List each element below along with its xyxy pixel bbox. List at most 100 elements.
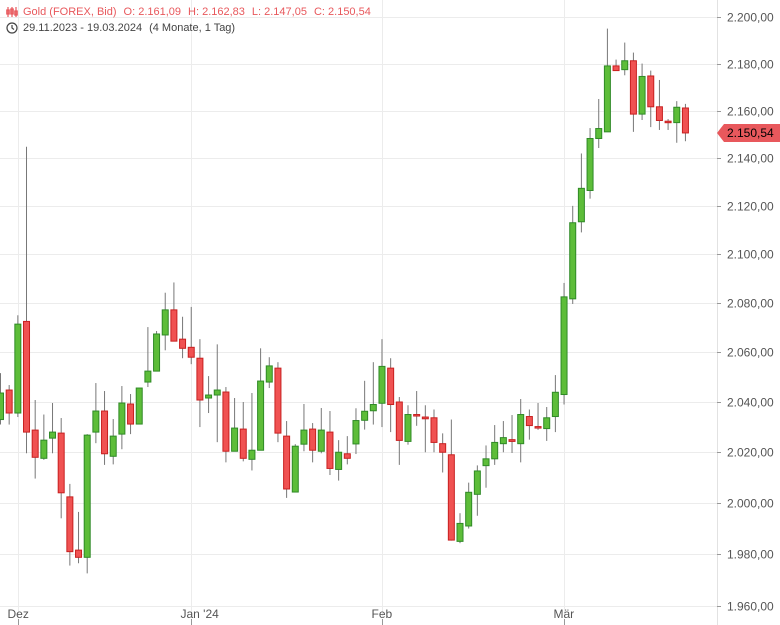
candle-up bbox=[205, 376, 213, 414]
candle-body bbox=[300, 429, 308, 445]
candle-up bbox=[135, 387, 143, 425]
candle-down bbox=[75, 511, 83, 564]
high-value: H: 2.162,83 bbox=[188, 6, 245, 18]
candle-body bbox=[395, 401, 403, 441]
candle-up bbox=[378, 339, 386, 428]
candle-up bbox=[551, 375, 559, 433]
candle-down bbox=[196, 339, 204, 428]
candle-up bbox=[265, 357, 273, 389]
candle-body bbox=[75, 549, 83, 558]
candle-body bbox=[482, 458, 490, 467]
candle-body bbox=[421, 416, 429, 420]
candle-body bbox=[66, 496, 74, 553]
candle-down bbox=[127, 394, 135, 435]
candle-down bbox=[655, 79, 663, 130]
candle-body bbox=[49, 431, 57, 439]
candle-down bbox=[23, 146, 31, 454]
candle-up bbox=[0, 373, 4, 425]
candle-down bbox=[629, 52, 637, 132]
candle-body bbox=[239, 428, 247, 459]
last-price-arrow bbox=[717, 123, 780, 142]
candle-body bbox=[317, 429, 325, 452]
candle-body bbox=[629, 60, 637, 115]
candle-body bbox=[40, 439, 48, 459]
candle-down bbox=[283, 421, 291, 498]
candle-body bbox=[23, 320, 31, 433]
candle-down bbox=[525, 409, 533, 440]
candle-down bbox=[222, 387, 230, 463]
candle-up bbox=[291, 444, 299, 493]
open-value: O: 2.161,09 bbox=[123, 6, 182, 18]
candle-down bbox=[612, 59, 620, 72]
candle-up bbox=[673, 101, 681, 143]
candle-up bbox=[638, 63, 646, 121]
candle-down bbox=[309, 423, 317, 463]
candle-up bbox=[352, 408, 360, 455]
candle-down bbox=[101, 391, 109, 465]
candle-body bbox=[447, 454, 455, 541]
candle-up bbox=[213, 344, 221, 443]
y-tick-label: 2.180,00 bbox=[727, 58, 774, 72]
candle-body bbox=[170, 309, 178, 342]
candle-down bbox=[179, 316, 187, 359]
candle-down bbox=[387, 358, 395, 433]
candle-up bbox=[300, 404, 308, 452]
candle-body bbox=[534, 426, 542, 429]
date-range: 29.11.2023 - 19.03.2024 bbox=[23, 22, 143, 34]
candle-body bbox=[586, 137, 594, 192]
candle-up bbox=[248, 393, 256, 471]
candle-body bbox=[603, 65, 611, 133]
candle-down bbox=[57, 418, 65, 519]
last-price-tag: 2.150,54 bbox=[717, 123, 780, 142]
candle-down bbox=[187, 306, 195, 365]
candle-body bbox=[0, 392, 4, 421]
candle-up bbox=[231, 398, 239, 452]
candle-body bbox=[83, 434, 91, 558]
candle-up bbox=[109, 419, 117, 465]
candle-body bbox=[101, 410, 109, 455]
candle-body bbox=[499, 437, 507, 445]
candle-up bbox=[586, 128, 594, 199]
candle-body bbox=[664, 120, 672, 124]
candle-body bbox=[127, 403, 135, 425]
candle-body bbox=[309, 428, 317, 451]
instrument-header: Gold (FOREX, Bid) O: 2.161,09 H: 2.162,8… bbox=[6, 6, 373, 18]
candle-down bbox=[447, 419, 455, 541]
candle-up bbox=[456, 513, 464, 544]
candle-body bbox=[205, 394, 213, 399]
last-price-label: 2.150,54 bbox=[727, 126, 774, 140]
y-tick-label: 2.200,00 bbox=[727, 11, 774, 25]
candle-body bbox=[179, 338, 187, 349]
x-tick-label: Dez bbox=[8, 607, 29, 621]
candle-up bbox=[560, 282, 568, 405]
candle-up bbox=[499, 421, 507, 453]
candle-body bbox=[647, 75, 655, 108]
candle-down bbox=[534, 403, 542, 430]
candle-up bbox=[40, 414, 48, 460]
candle-body bbox=[196, 357, 204, 401]
candle-body bbox=[621, 60, 629, 71]
candle-up bbox=[603, 28, 611, 133]
candle-body bbox=[439, 443, 447, 453]
candle-body bbox=[569, 222, 577, 300]
candle-up bbox=[595, 99, 603, 148]
candles bbox=[0, 28, 689, 574]
candle-up bbox=[473, 465, 481, 516]
clock-icon bbox=[6, 22, 18, 34]
candle-body bbox=[257, 380, 265, 451]
candle-up bbox=[543, 407, 551, 441]
candle-down bbox=[274, 362, 282, 443]
candle-body bbox=[508, 439, 516, 442]
y-tick-label: 2.020,00 bbox=[727, 446, 774, 460]
y-tick-label: 2.060,00 bbox=[727, 346, 774, 360]
candle-body bbox=[491, 441, 499, 460]
candle-body bbox=[109, 435, 117, 457]
candle-body bbox=[551, 391, 559, 418]
candle-up bbox=[569, 205, 577, 304]
candle-body bbox=[213, 389, 221, 396]
candle-body bbox=[361, 410, 369, 421]
candle-body bbox=[681, 107, 689, 134]
y-tick-label: 1.960,00 bbox=[727, 600, 774, 614]
candle-body bbox=[577, 187, 585, 223]
